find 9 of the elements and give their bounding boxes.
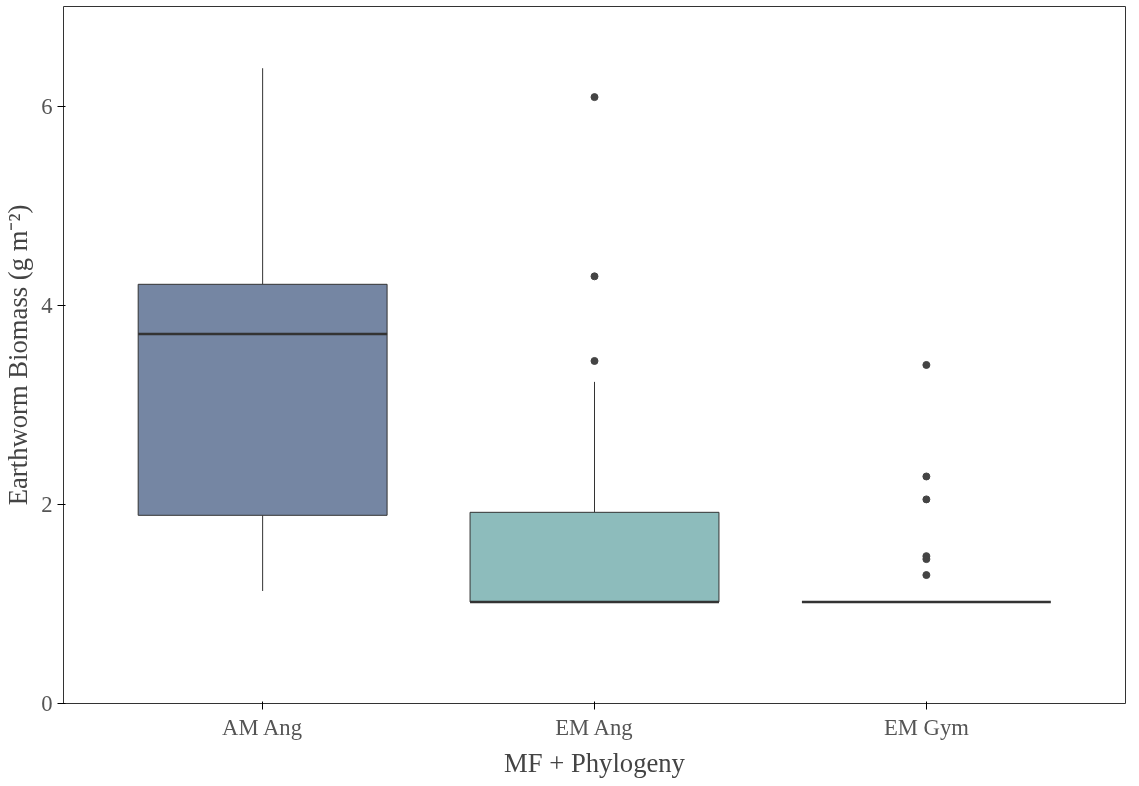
y-tick-label: 6 [41,93,53,119]
y-axis-title: Earthworm Biomass (g m⁻²) [3,204,34,506]
x-tick-label: EM Gym [883,714,970,740]
y-tick-label: 2 [41,491,53,517]
x-tick-label: AM Ang [222,714,302,740]
x-axis-title: MF + Phylogeny [504,747,686,778]
x-tick-label: EM Ang [555,714,633,740]
y-tick-label: 0 [41,691,53,716]
y-tick-label: 4 [41,292,53,318]
